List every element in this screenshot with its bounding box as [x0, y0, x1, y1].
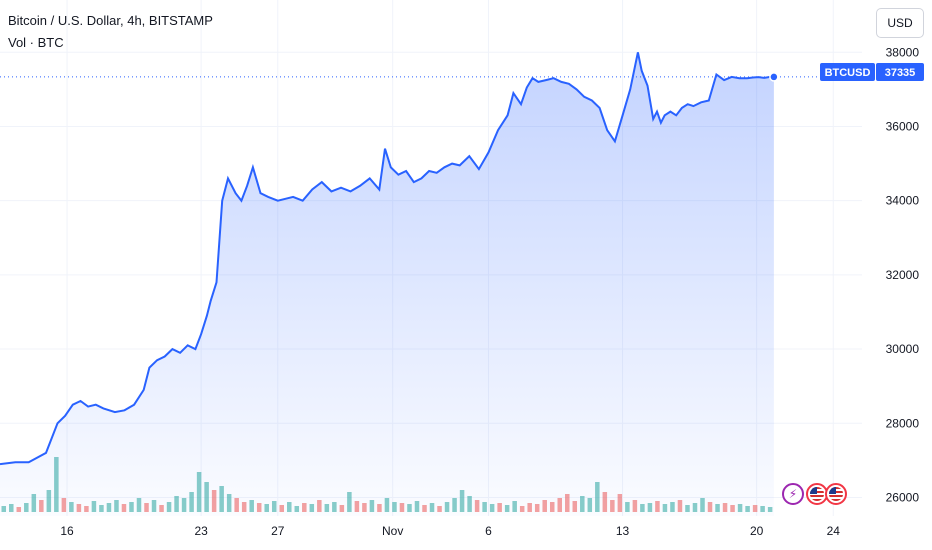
x-tick-label: 20 — [750, 524, 764, 538]
x-tick-label: 23 — [194, 524, 208, 538]
volume-legend[interactable]: Vol · BTC — [8, 35, 64, 50]
lightning-icon[interactable]: ⚡ — [782, 483, 804, 505]
last-price-dot — [770, 73, 778, 81]
y-axis: 26000 28000 30000 32000 34000 36000 38000 — [886, 45, 920, 504]
x-axis: 16 23 27 Nov 6 13 20 24 — [60, 524, 840, 538]
x-tick-label: 24 — [827, 524, 841, 538]
x-tick-label: 16 — [60, 524, 74, 538]
flag-graphic — [829, 487, 843, 501]
x-tick-label: 6 — [485, 524, 492, 538]
x-tick-label: 13 — [616, 524, 630, 538]
flag-graphic — [810, 487, 824, 501]
us-flag-icon[interactable] — [825, 483, 847, 505]
y-tick-label: 32000 — [886, 268, 920, 282]
x-tick-label: Nov — [382, 524, 403, 538]
chart-legend-title[interactable]: Bitcoin / U.S. Dollar, 4h, BITSTAMP — [8, 13, 213, 28]
y-tick-label: 34000 — [886, 194, 920, 208]
price-area — [0, 52, 774, 516]
last-price-label: BTCUSD 37335 — [820, 63, 924, 81]
y-tick-label: 26000 — [886, 490, 920, 504]
y-tick-label: 30000 — [886, 342, 920, 356]
symbol-pill-text: BTCUSD — [825, 67, 871, 79]
currency-button[interactable]: USD — [876, 8, 924, 38]
y-tick-label: 36000 — [886, 119, 920, 133]
y-tick-label: 28000 — [886, 416, 920, 430]
x-tick-label: 27 — [271, 524, 285, 538]
y-tick-label: 38000 — [886, 45, 920, 59]
price-pill-text: 37335 — [885, 67, 916, 79]
